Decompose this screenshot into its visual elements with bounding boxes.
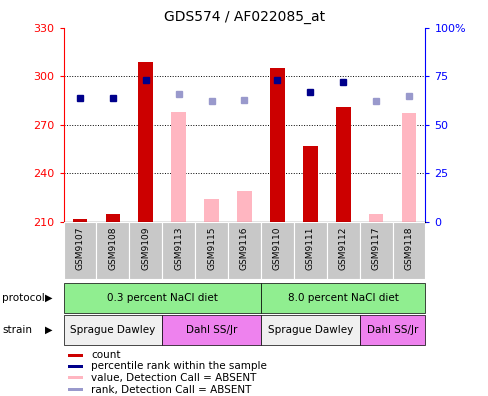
Text: GSM9112: GSM9112 <box>338 227 347 270</box>
Text: percentile rank within the sample: percentile rank within the sample <box>91 361 266 371</box>
Text: GSM9111: GSM9111 <box>305 227 314 270</box>
Text: 8.0 percent NaCl diet: 8.0 percent NaCl diet <box>287 293 398 303</box>
Text: GSM9116: GSM9116 <box>240 227 248 270</box>
Bar <box>227 222 261 279</box>
Bar <box>96 222 129 279</box>
Text: Dahl SS/Jr: Dahl SS/Jr <box>185 325 237 335</box>
Bar <box>63 222 96 279</box>
Bar <box>359 222 392 279</box>
Bar <box>68 376 83 379</box>
Text: GSM9108: GSM9108 <box>108 227 117 270</box>
Bar <box>261 222 293 279</box>
Bar <box>326 222 359 279</box>
Bar <box>269 68 284 222</box>
Text: GSM9113: GSM9113 <box>174 227 183 270</box>
Text: GSM9117: GSM9117 <box>371 227 380 270</box>
Text: protocol: protocol <box>2 293 45 303</box>
Text: value, Detection Call = ABSENT: value, Detection Call = ABSENT <box>91 373 256 383</box>
Bar <box>368 214 383 222</box>
Text: Sprague Dawley: Sprague Dawley <box>70 325 155 335</box>
Text: GSM9107: GSM9107 <box>75 227 84 270</box>
Bar <box>68 365 83 368</box>
Bar <box>162 222 195 279</box>
Bar <box>129 222 162 279</box>
Text: GSM9115: GSM9115 <box>207 227 216 270</box>
Bar <box>302 146 317 222</box>
Bar <box>401 113 415 222</box>
Bar <box>335 107 350 222</box>
Bar <box>68 388 83 391</box>
Bar <box>237 191 251 222</box>
Text: GSM9110: GSM9110 <box>272 227 281 270</box>
Text: ▶: ▶ <box>45 325 52 335</box>
Bar <box>105 214 120 222</box>
Text: strain: strain <box>2 325 32 335</box>
Text: GSM9118: GSM9118 <box>404 227 413 270</box>
Text: GDS574 / AF022085_at: GDS574 / AF022085_at <box>163 10 325 24</box>
Bar <box>171 112 186 222</box>
Text: count: count <box>91 350 121 360</box>
Text: Sprague Dawley: Sprague Dawley <box>267 325 352 335</box>
Bar <box>392 222 425 279</box>
Text: rank, Detection Call = ABSENT: rank, Detection Call = ABSENT <box>91 385 251 394</box>
Text: 0.3 percent NaCl diet: 0.3 percent NaCl diet <box>106 293 217 303</box>
Bar <box>293 222 326 279</box>
Bar <box>72 219 87 222</box>
Bar <box>195 222 227 279</box>
Bar <box>68 354 83 357</box>
Text: ▶: ▶ <box>45 293 52 303</box>
Text: GSM9109: GSM9109 <box>141 227 150 270</box>
Text: Dahl SS/Jr: Dahl SS/Jr <box>366 325 417 335</box>
Bar <box>204 199 219 222</box>
Bar <box>138 62 153 222</box>
